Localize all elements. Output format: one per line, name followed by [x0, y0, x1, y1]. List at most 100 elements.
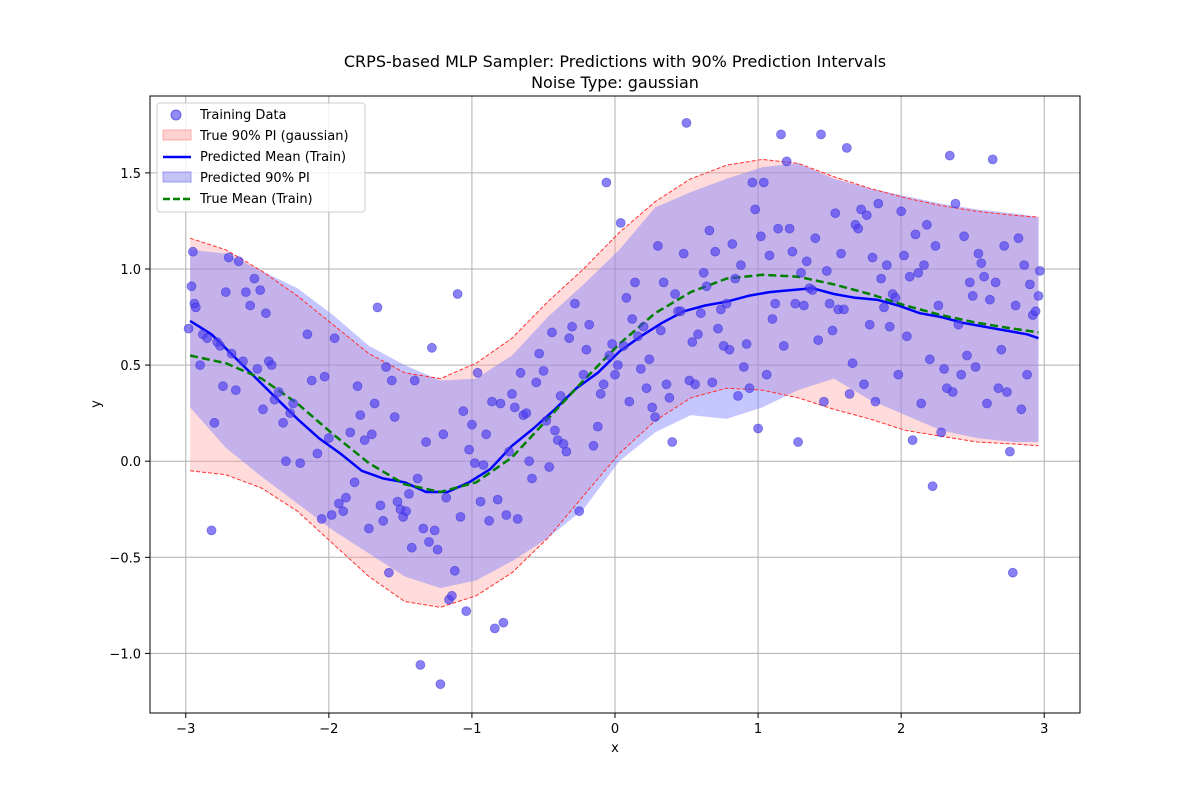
x-tick-label: −3: [176, 722, 195, 737]
training-data-point: [601, 177, 612, 188]
training-data-point: [278, 417, 289, 428]
training-data-point: [421, 437, 432, 447]
training-data-point: [624, 396, 635, 407]
x-tick-label: 1: [754, 722, 762, 737]
training-data-point: [638, 321, 649, 332]
y-tick-label: −1.0: [109, 647, 141, 662]
training-data-point: [796, 267, 806, 278]
legend: Training Data True 90% PI (gaussian) Pre…: [156, 102, 366, 213]
training-data-point: [521, 408, 532, 419]
training-data-point: [681, 118, 692, 128]
training-data-point: [896, 206, 907, 217]
training-data-point: [698, 267, 709, 278]
training-data-point: [541, 415, 552, 426]
training-data-point: [873, 198, 884, 209]
training-data-point: [947, 387, 958, 397]
training-data-point: [567, 321, 577, 332]
training-data-point: [633, 331, 643, 342]
training-data-point: [183, 323, 194, 334]
training-data-point: [561, 446, 572, 457]
training-data-point: [907, 435, 918, 446]
training-data-point: [936, 427, 947, 438]
x-tick-label: 2: [897, 722, 905, 737]
training-data-point: [226, 348, 237, 359]
training-data-point: [592, 421, 603, 432]
training-data-point: [996, 344, 1007, 355]
training-data-point: [844, 388, 855, 399]
training-data-point: [910, 229, 921, 240]
training-data-point: [220, 287, 231, 298]
x-tick-label: −2: [319, 722, 338, 737]
training-data-point: [618, 340, 629, 351]
legend-label-predicted-pi: Predicted 90% PI: [200, 171, 310, 186]
training-data-point: [550, 425, 560, 436]
training-data-point: [501, 510, 512, 520]
training-data-point: [661, 379, 672, 390]
training-data-point: [647, 402, 658, 413]
training-data-point: [564, 333, 575, 344]
training-data-point: [1033, 290, 1044, 301]
training-data-point: [302, 329, 313, 340]
training-data-point: [953, 319, 964, 330]
training-data-point: [329, 333, 340, 344]
training-data-point: [233, 256, 244, 267]
training-data-point: [939, 363, 949, 374]
training-data-point: [924, 354, 935, 365]
training-data-point: [401, 506, 412, 517]
training-data-point: [218, 381, 228, 392]
training-data-point: [764, 250, 775, 261]
training-data-point: [770, 298, 781, 309]
training-data-point: [687, 337, 698, 347]
training-data-point: [761, 369, 772, 380]
legend-label-predicted-mean: Predicted Mean (Train): [200, 150, 346, 165]
training-data-point: [333, 498, 344, 509]
training-data-point: [446, 590, 457, 601]
training-data-point: [985, 294, 995, 305]
training-data-point: [841, 142, 852, 153]
chart-subtitle: Noise Type: gaussian: [531, 73, 699, 92]
training-data-point: [375, 500, 386, 511]
training-data-point: [781, 156, 792, 167]
training-data-point: [489, 623, 500, 634]
training-data-point: [429, 525, 440, 536]
training-data-point: [916, 398, 927, 409]
training-data-point: [544, 462, 555, 472]
training-data-point: [695, 308, 706, 319]
training-data-point: [816, 129, 826, 140]
training-data-point: [187, 246, 198, 257]
training-data-point: [581, 344, 592, 355]
training-data-point: [704, 225, 715, 236]
training-data-point: [306, 375, 317, 386]
training-data-point: [487, 396, 497, 407]
training-data-point: [258, 404, 268, 415]
training-data-point: [716, 304, 726, 315]
training-data-point: [547, 327, 557, 338]
training-data-point: [409, 375, 420, 386]
training-data-point: [933, 300, 944, 311]
training-data-point: [604, 350, 615, 361]
legend-patch-true-pi: [162, 129, 192, 141]
training-data-point: [607, 339, 617, 349]
training-data-point: [884, 321, 895, 332]
training-data-point: [864, 319, 875, 330]
training-data-point: [956, 369, 967, 380]
mean-lines: [189, 158, 1039, 608]
training-data-point: [1030, 306, 1041, 317]
training-data-point: [312, 448, 323, 459]
training-data-point: [461, 606, 472, 616]
training-data-point: [621, 292, 632, 303]
training-data-point: [899, 250, 909, 261]
training-data-point: [758, 177, 769, 188]
training-data-point: [999, 240, 1010, 251]
training-data-point: [498, 617, 509, 628]
legend-marker-training-data: [170, 109, 182, 121]
training-data-point: [466, 419, 477, 430]
training-data-point: [675, 306, 686, 317]
training-data-point: [352, 381, 363, 392]
training-data-point: [821, 265, 832, 276]
training-data-point: [555, 390, 566, 401]
training-data-point: [438, 429, 449, 440]
training-data-point: [458, 406, 469, 417]
training-data-point: [363, 523, 374, 534]
training-data-point: [534, 348, 545, 359]
